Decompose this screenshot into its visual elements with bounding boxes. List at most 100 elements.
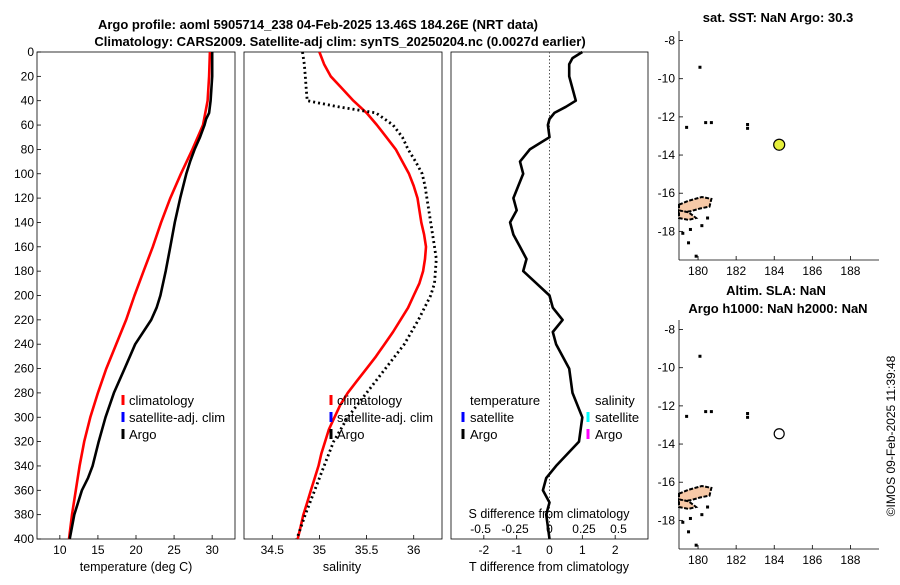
island-dot: [700, 224, 704, 228]
map-y-tick-label: -14: [658, 437, 676, 451]
legend-label-argo: Argo: [129, 427, 156, 442]
island-dot: [685, 414, 689, 418]
legend-title-temperature: temperature: [470, 393, 540, 408]
x-tick-label: 35: [313, 543, 327, 557]
island-dot: [746, 123, 750, 127]
y-tick-label: 260: [14, 362, 34, 376]
map-y-tick-label: -8: [664, 34, 675, 48]
y-tick-label: 380: [14, 508, 34, 522]
salinity-panel: 34.5 35 35.5 36 salinity climatology satell…: [243, 51, 443, 574]
title-line-2: Climatology: CARS2009. Satellite-adj cli…: [94, 34, 585, 49]
map-y-tick-label: -8: [664, 323, 675, 337]
difference-legend-salinity: salinity satellite Argo: [586, 393, 639, 442]
argo-position-marker: [773, 138, 786, 151]
island-dot: [694, 543, 698, 547]
map-y-tick-label: -12: [658, 110, 676, 124]
climatology-line: [67, 51, 212, 540]
sla-map-title-2: Argo h1000: NaN h2000: NaN: [688, 301, 867, 316]
difference-xlabel-top: S difference from climatology: [469, 507, 631, 521]
legend-label-t-argo: Argo: [470, 427, 497, 442]
map-x-tick-label: 182: [726, 553, 746, 567]
legend-label-t-satellite: satellite: [470, 410, 514, 425]
temperature-xlabel: temperature (deg C): [80, 560, 193, 574]
island-dot: [746, 412, 750, 416]
s-tick-label: 0: [546, 522, 553, 536]
map-x-tick-label: 186: [802, 264, 822, 278]
temperature-legend: climatology satellite-adj. clim Argo: [121, 393, 225, 442]
y-tick-label: 400: [14, 532, 34, 546]
s-tick-label: 0.5: [610, 522, 627, 536]
legend-label-satellite: satellite-adj. clim: [337, 410, 433, 425]
y-tick-label: 60: [21, 118, 35, 132]
map-y-tick-label: -12: [658, 399, 676, 413]
salinity-legend: climatology satellite-adj. clim Argo: [329, 393, 433, 442]
map-y-tick-label: -14: [658, 148, 676, 162]
island-dot: [706, 505, 710, 509]
map-y-tick-label: -16: [658, 475, 676, 489]
x-tick-label: 10: [53, 543, 67, 557]
legend-title-salinity: salinity: [595, 393, 635, 408]
map-x-tick-label: 184: [764, 264, 784, 278]
y-tick-label: 320: [14, 435, 34, 449]
island-dot: [694, 254, 698, 258]
map-x-tick-label: 186: [802, 553, 822, 567]
y-tick-label: 20: [21, 69, 35, 83]
island-outline: [678, 498, 699, 510]
x-tick-label: 0: [546, 543, 553, 557]
y-tick-label: 300: [14, 410, 34, 424]
temperature-panel: 0 20 40 60 80 100 120 140 160 180 200 220 240 260 280 3…: [14, 45, 236, 574]
island-dot: [704, 121, 708, 125]
island-dot: [706, 216, 710, 220]
island-outline: [678, 209, 699, 221]
s-tick-label: -0.5: [470, 522, 491, 536]
y-tick-label: 180: [14, 264, 34, 278]
y-tick-label: 0: [27, 45, 34, 59]
sla-map: Altim. SLA: NaN Argo h1000: NaN h2000: N…: [658, 283, 879, 567]
legend-label-s-argo: Argo: [595, 427, 622, 442]
y-tick-label: 100: [14, 167, 34, 181]
y-tick-label: 340: [14, 459, 34, 473]
x-tick-label: 2: [612, 543, 619, 557]
sst-map-title: sat. SST: NaN Argo: 30.3: [703, 10, 854, 25]
s-tick-label: 0.25: [572, 522, 596, 536]
map-y-tick-label: -10: [658, 72, 676, 86]
y-tick-label: 280: [14, 386, 34, 400]
difference-legend-temperature: temperature satellite Argo: [461, 393, 540, 442]
legend-label-climatology: climatology: [337, 393, 403, 408]
difference-panel: -2 -1 0 1 2 -0.5 -0.25 0 0.25 0.5 S difference f…: [450, 50, 649, 574]
island-dot: [681, 520, 685, 524]
legend-label-satellite: satellite-adj. clim: [129, 410, 225, 425]
x-tick-label: 30: [205, 543, 219, 557]
y-tick-label: 360: [14, 483, 34, 497]
map-x-tick-label: 180: [688, 264, 708, 278]
argo-t-difference-line: [508, 50, 584, 540]
y-tick-label: 120: [14, 191, 34, 205]
y-tick-label: 200: [14, 289, 34, 303]
legend-label-climatology: climatology: [129, 393, 195, 408]
s-tick-label: -0.25: [501, 522, 529, 536]
island-dot: [681, 231, 685, 235]
x-tick-label: 15: [91, 543, 105, 557]
island-dot: [698, 65, 702, 69]
x-tick-label: 25: [167, 543, 181, 557]
island-dot: [687, 530, 691, 534]
x-tick-label: 36: [407, 543, 421, 557]
y-tick-label: 220: [14, 313, 34, 327]
island-dot: [709, 121, 713, 125]
map-x-tick-label: 182: [726, 264, 746, 278]
island-dot: [685, 125, 689, 129]
island-dot: [700, 513, 704, 517]
argo-line: [68, 52, 214, 540]
climatology-line: [296, 51, 428, 540]
map-y-tick-label: -16: [658, 186, 676, 200]
x-tick-label: 34.5: [261, 543, 285, 557]
map-x-tick-label: 188: [840, 264, 860, 278]
y-tick-label: 140: [14, 215, 34, 229]
map-x-tick-label: 188: [840, 553, 860, 567]
legend-label-argo: Argo: [337, 427, 364, 442]
salinity-axes-frame: [243, 51, 443, 540]
island-dot: [746, 126, 750, 130]
map-y-tick-label: -18: [658, 513, 676, 527]
salinity-xlabel: salinity: [323, 560, 362, 574]
x-tick-label: 35.5: [355, 543, 379, 557]
